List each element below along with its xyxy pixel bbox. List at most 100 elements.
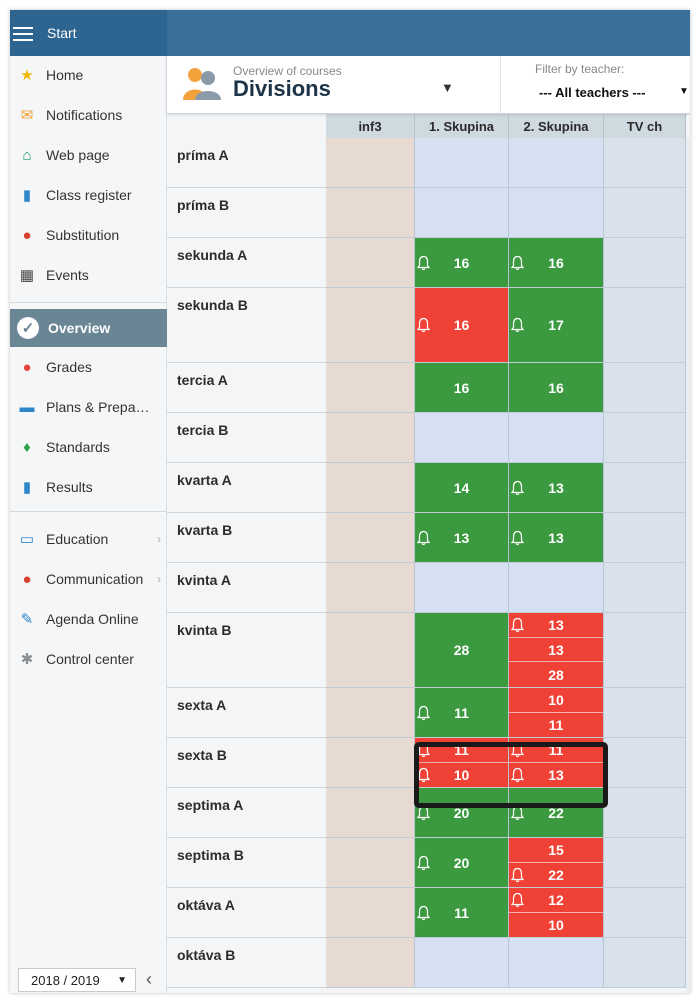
sidebar-item-home[interactable]: ★ Home xyxy=(10,56,167,94)
page-title[interactable]: Divisions xyxy=(233,76,331,101)
group-count-value[interactable]: 15 xyxy=(509,838,603,862)
column-header-3: 2. Skupina xyxy=(509,114,604,138)
group-count-value[interactable]: 10 xyxy=(509,688,603,712)
column-header-2: 1. Skupina xyxy=(415,114,509,138)
grid-cell xyxy=(326,563,415,613)
group-count-value[interactable]: 17 xyxy=(509,288,603,362)
group-count-value[interactable]: 16 xyxy=(415,288,508,362)
group-count-text: 13 xyxy=(453,529,470,546)
house-icon: ⌂ xyxy=(22,146,32,164)
grid-cell[interactable] xyxy=(415,138,509,188)
grid-cell[interactable] xyxy=(415,563,509,613)
briefcase-icon: ▬ xyxy=(19,398,35,416)
grid-cell[interactable] xyxy=(415,938,509,988)
group-count-text: 16 xyxy=(453,379,470,396)
row-label-class: sekunda A xyxy=(167,238,326,288)
group-count-value[interactable]: 16 xyxy=(415,238,508,287)
group-count-value[interactable]: 11 xyxy=(415,888,508,937)
school-year-select[interactable]: 2018 / 2019 ▼ xyxy=(18,968,136,992)
sidebar-item-class-register[interactable]: ▮ Class register xyxy=(10,176,167,214)
column-header-1: inf3 xyxy=(326,114,415,138)
group-count-text: 13 xyxy=(548,767,564,783)
group-count-value[interactable]: 10 xyxy=(415,762,508,787)
dropdown-caret-icon: ▼ xyxy=(117,974,127,986)
group-count-value[interactable]: 28 xyxy=(415,613,508,687)
group-count-value[interactable]: 11 xyxy=(509,712,603,737)
row-label-class: septima A xyxy=(167,788,326,838)
grid-cell[interactable] xyxy=(509,413,604,463)
sidebar-item-grades[interactable]: ● Grades xyxy=(10,348,167,386)
grid-cell xyxy=(326,363,415,413)
group-count-value[interactable]: 16 xyxy=(509,238,603,287)
start-menu-button[interactable]: Start xyxy=(10,10,167,56)
group-count-value[interactable]: 13 xyxy=(509,762,603,787)
group-count-value[interactable]: 28 xyxy=(509,661,603,687)
sidebar-item-substitution[interactable]: ● Substitution xyxy=(10,216,167,254)
sidebar-divider xyxy=(10,302,167,303)
grid-cell xyxy=(604,463,686,513)
group-count-value[interactable]: 11 xyxy=(509,738,603,762)
sidebar-item-results[interactable]: ▮ Results xyxy=(10,468,167,506)
grid-cell[interactable] xyxy=(509,138,604,188)
sidebar-item-control-center[interactable]: ✱ Control center xyxy=(10,640,167,678)
group-count-text: 16 xyxy=(453,254,470,271)
group-count-value[interactable]: 10 xyxy=(509,912,603,937)
chevron-right-icon: › xyxy=(157,572,161,586)
bell-icon xyxy=(511,617,524,633)
teacher-filter-caret-icon[interactable]: ▼ xyxy=(679,86,689,97)
bell-icon xyxy=(511,317,524,333)
grid-cell xyxy=(326,138,415,188)
sidebar-item-overview[interactable]: ✓ Overview xyxy=(10,309,167,347)
group-count-value[interactable]: 13 xyxy=(509,613,603,637)
grid-cell[interactable] xyxy=(509,563,604,613)
grid-cell[interactable] xyxy=(415,413,509,463)
column-header-blank xyxy=(167,114,326,138)
hamburger-icon xyxy=(13,25,35,41)
grid-cell xyxy=(604,563,686,613)
sidebar-item-events[interactable]: ▦ Events xyxy=(10,256,167,294)
group-count-value[interactable]: 11 xyxy=(415,688,508,737)
group-count-value[interactable]: 13 xyxy=(509,463,603,512)
collapse-sidebar-icon[interactable]: ‹ xyxy=(146,969,152,989)
bell-icon xyxy=(417,767,430,783)
group-count-value[interactable]: 11 xyxy=(415,738,508,762)
bell-icon xyxy=(417,905,430,920)
grid-cell xyxy=(326,413,415,463)
group-count-value[interactable]: 22 xyxy=(509,862,603,887)
view-dropdown-icon[interactable]: ▼ xyxy=(441,80,454,95)
group-count-value[interactable]: 14 xyxy=(415,463,508,512)
group-count-value[interactable]: 20 xyxy=(415,788,508,837)
group-count-value[interactable]: 12 xyxy=(509,888,603,912)
sidebar-item-web-page[interactable]: ⌂ Web page xyxy=(10,136,167,174)
group-count-value[interactable]: 22 xyxy=(509,788,603,837)
group-count-value[interactable]: 16 xyxy=(415,363,508,412)
group-count-value[interactable]: 16 xyxy=(509,363,603,412)
grid-cell[interactable] xyxy=(509,938,604,988)
grid-cell[interactable] xyxy=(509,188,604,238)
sidebar-item-education[interactable]: ▭ Education › xyxy=(10,520,167,558)
group-count-text: 13 xyxy=(548,529,564,546)
bell-icon xyxy=(417,742,430,758)
group-count-value[interactable]: 13 xyxy=(509,513,603,562)
group-count-value[interactable]: 13 xyxy=(509,637,603,661)
grid-cell[interactable] xyxy=(415,188,509,238)
group-count-text: 14 xyxy=(453,479,470,496)
bell-icon xyxy=(417,855,430,870)
sidebar-item-standards[interactable]: ♦ Standards xyxy=(10,428,167,466)
grid-cell xyxy=(604,513,686,563)
shield-icon: ♦ xyxy=(23,438,31,456)
sidebar-item-notifications[interactable]: ✉ Notifications xyxy=(10,96,167,134)
sidebar-item-communication[interactable]: ● Communication › xyxy=(10,560,167,598)
sidebar-item-plans-preparations[interactable]: ▬ Plans & Preparations xyxy=(10,388,167,426)
group-count-value[interactable]: 13 xyxy=(415,513,508,562)
teacher-filter-select[interactable]: --- All teachers --- xyxy=(539,85,646,100)
group-count-value[interactable]: 20 xyxy=(415,838,508,887)
grid-cell xyxy=(604,363,686,413)
group-count-text: 13 xyxy=(548,617,564,633)
grid-cell xyxy=(326,513,415,563)
grid-cell xyxy=(604,738,686,788)
group-count-text: 20 xyxy=(453,854,470,871)
grades-icon: ● xyxy=(22,358,32,376)
grid-cell xyxy=(604,888,686,938)
sidebar-item-agenda-online[interactable]: ✎ Agenda Online xyxy=(10,600,167,638)
